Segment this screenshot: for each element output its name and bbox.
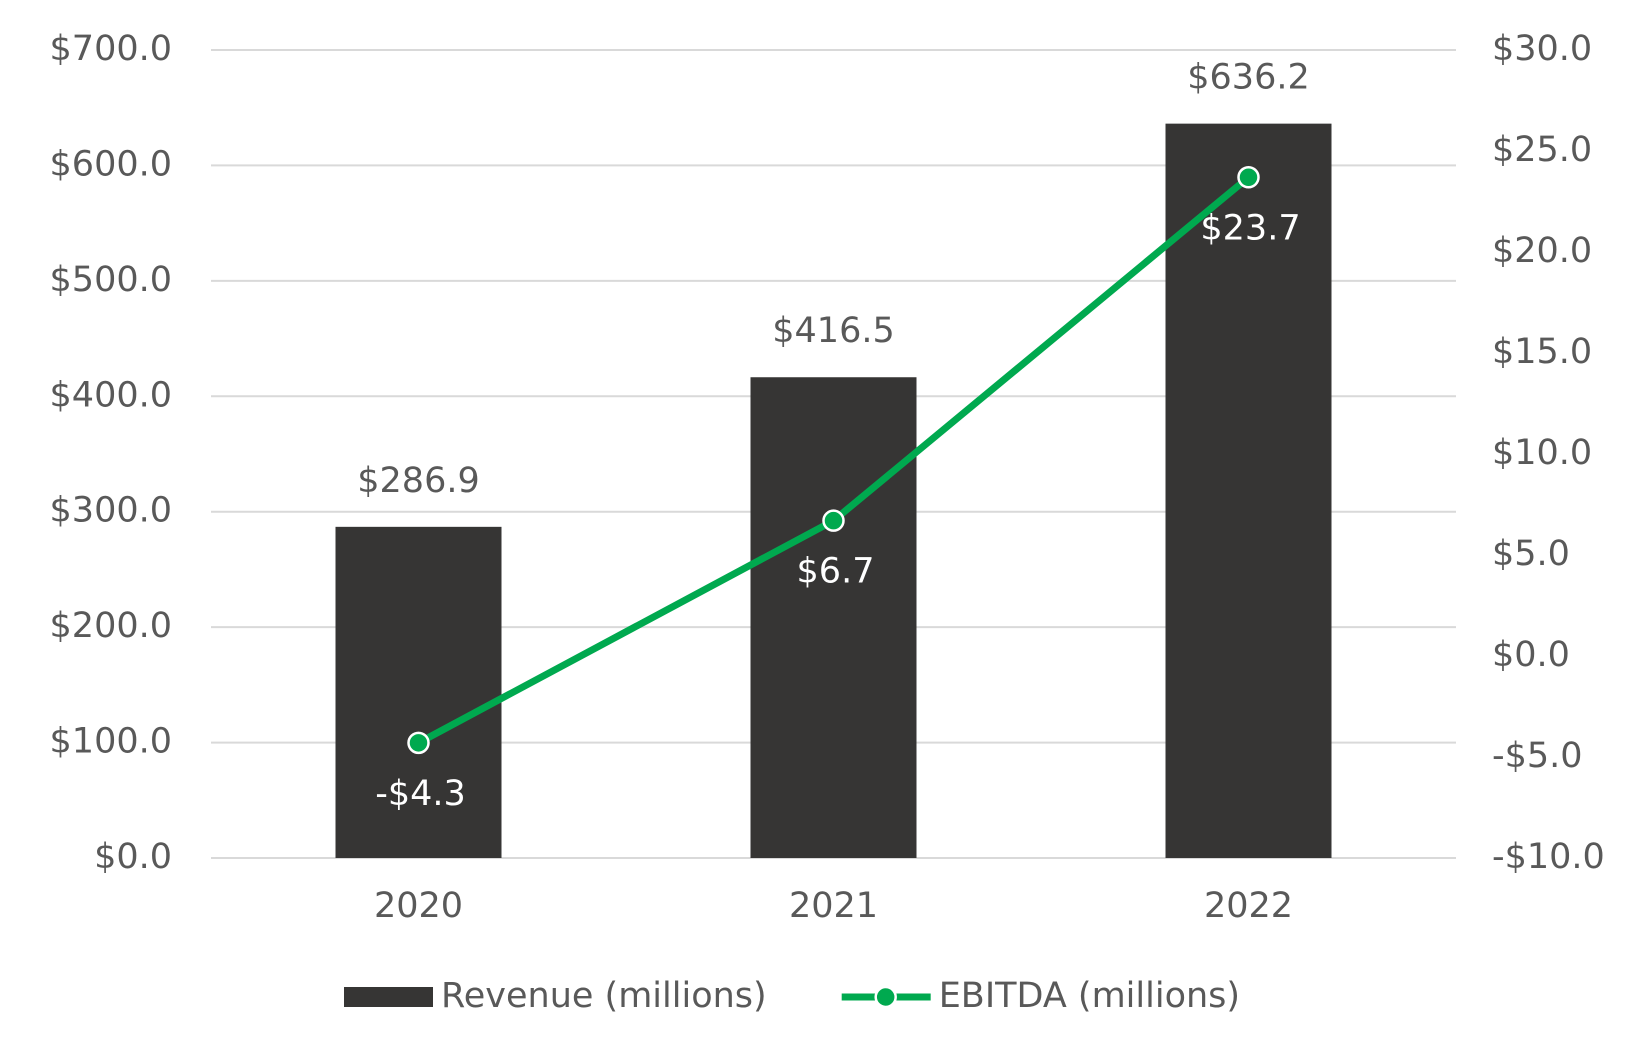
data-label: $636.2 bbox=[1187, 58, 1309, 98]
y2-tick-label: $5.0 bbox=[1492, 534, 1570, 574]
bar bbox=[1165, 123, 1332, 858]
data-label: $23.7 bbox=[1200, 208, 1300, 248]
data-label: -$4.3 bbox=[375, 774, 466, 814]
y-tick-label: $200.0 bbox=[50, 606, 172, 646]
point bbox=[407, 731, 430, 755]
y2-tick-label: $10.0 bbox=[1492, 433, 1592, 473]
y2-tick-label: $30.0 bbox=[1492, 29, 1592, 69]
y2-tick-label: $15.0 bbox=[1492, 332, 1592, 372]
bar bbox=[335, 526, 502, 858]
y2-tick-label: $20.0 bbox=[1492, 231, 1592, 271]
y2-tick-label: -$10.0 bbox=[1492, 837, 1605, 877]
point bbox=[1237, 166, 1260, 189]
data-label: $416.5 bbox=[772, 311, 894, 351]
point bbox=[822, 509, 845, 532]
y-tick-label: $0.0 bbox=[94, 837, 172, 877]
y2-tick-label: -$5.0 bbox=[1492, 736, 1583, 776]
legend-marker bbox=[874, 985, 897, 1009]
legend-label: EBITDA (millions) bbox=[939, 976, 1240, 1016]
legend-label: Revenue (millions) bbox=[441, 976, 767, 1016]
y-tick-label: $600.0 bbox=[50, 144, 172, 184]
x-tick-label: 2021 bbox=[789, 886, 878, 926]
y2-tick-label: $25.0 bbox=[1492, 130, 1592, 170]
bar bbox=[750, 377, 917, 858]
x-tick-label: 2022 bbox=[1204, 886, 1293, 926]
legend-swatch bbox=[344, 987, 433, 1007]
y-tick-label: $700.0 bbox=[50, 29, 172, 69]
y2-tick-label: $0.0 bbox=[1492, 635, 1570, 675]
data-label: $6.7 bbox=[797, 552, 875, 592]
y-tick-label: $100.0 bbox=[50, 722, 172, 762]
y-tick-label: $500.0 bbox=[50, 260, 172, 300]
y-tick-label: $300.0 bbox=[50, 491, 172, 531]
x-tick-label: 2020 bbox=[374, 886, 463, 926]
y-tick-label: $400.0 bbox=[50, 375, 172, 415]
data-label: $286.9 bbox=[357, 461, 479, 501]
